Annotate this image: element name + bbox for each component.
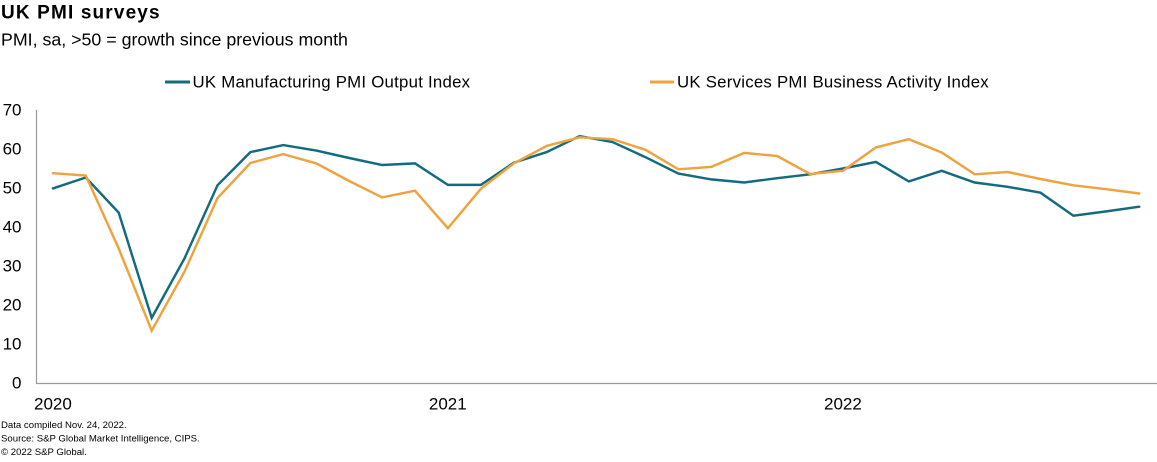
- svg-text:2020: 2020: [34, 395, 72, 414]
- svg-text:Source: S&P Global Market Inte: Source: S&P Global Market Intelligence, …: [1, 433, 200, 444]
- svg-text:50: 50: [3, 179, 22, 198]
- svg-text:10: 10: [3, 335, 22, 354]
- svg-text:40: 40: [3, 218, 22, 237]
- svg-text:60: 60: [3, 140, 22, 159]
- svg-text:UK Services PMI Business Activ: UK Services PMI Business Activity Index: [677, 73, 989, 92]
- svg-text:Data compiled Nov. 24, 2022.: Data compiled Nov. 24, 2022.: [1, 420, 127, 431]
- svg-text:© 2022 S&P Global.: © 2022 S&P Global.: [1, 447, 87, 457]
- svg-text:30: 30: [3, 257, 22, 276]
- svg-text:UK PMI surveys: UK PMI surveys: [1, 3, 161, 24]
- svg-text:PMI, sa, >50 = growth since pr: PMI, sa, >50 = growth since previous mon…: [1, 30, 348, 50]
- svg-text:2021: 2021: [429, 395, 467, 414]
- svg-text:2022: 2022: [824, 395, 862, 414]
- svg-text:20: 20: [3, 296, 22, 315]
- svg-text:0: 0: [12, 374, 21, 393]
- svg-text:70: 70: [3, 101, 22, 120]
- svg-text:UK Manufacturing PMI Output In: UK Manufacturing PMI Output Index: [193, 73, 471, 92]
